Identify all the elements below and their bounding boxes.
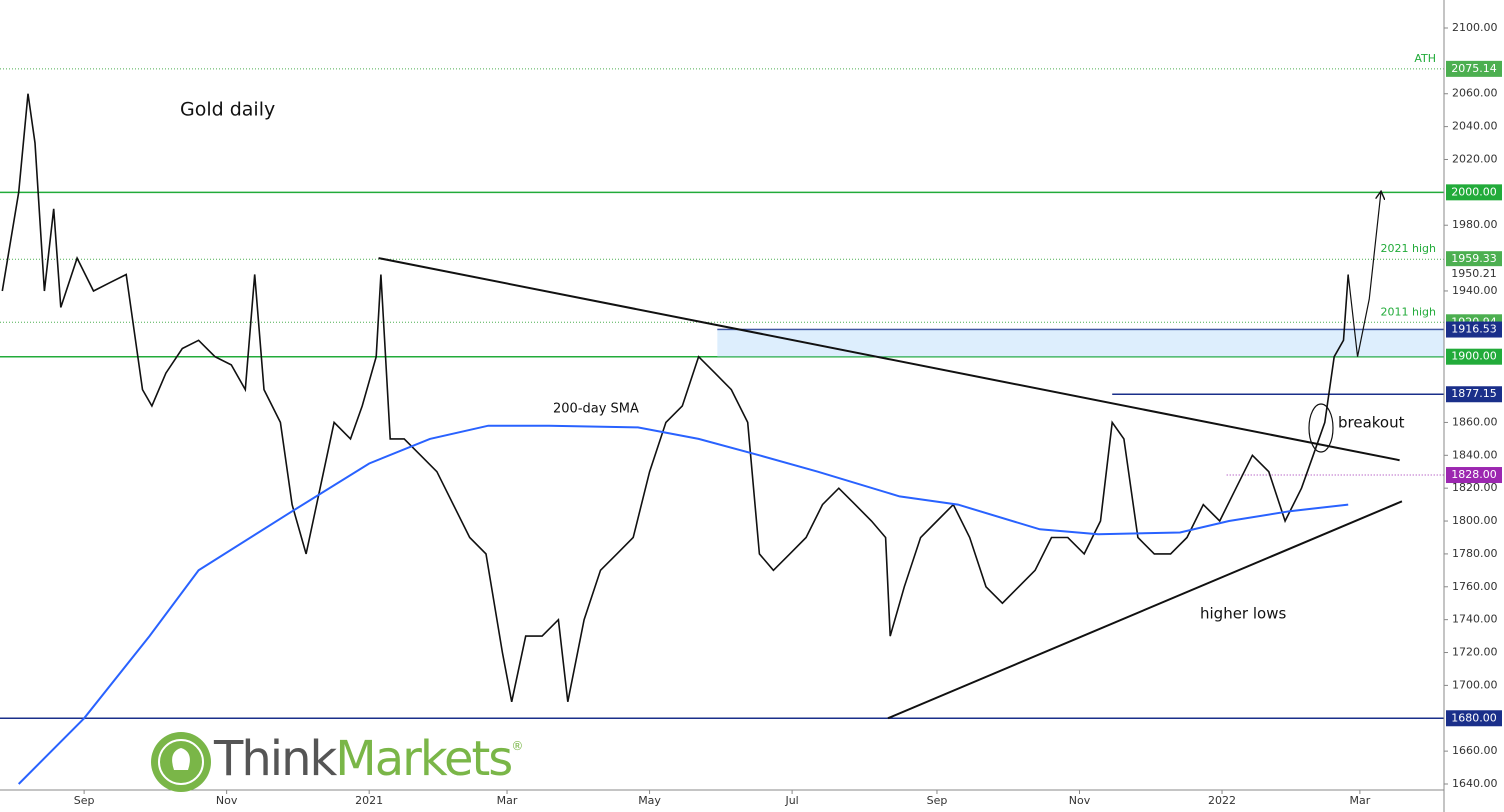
sma-label: 200-day SMA — [553, 402, 639, 417]
breakout-label: breakout — [1338, 414, 1405, 432]
higher-lows-label: higher lows — [1200, 605, 1286, 623]
y-tick-label: 1840.00 — [1452, 448, 1498, 461]
y-tick-label: 1940.00 — [1452, 284, 1498, 297]
level-note: 2011 high — [1381, 305, 1437, 318]
level-tag-label: 1877.15 — [1451, 387, 1497, 400]
x-tick-label: Nov — [1069, 794, 1091, 807]
level-tag — [1446, 60, 1502, 77]
trendline — [887, 500, 1403, 720]
x-tick-label: 2022 — [1208, 794, 1236, 807]
last-price-tag — [1446, 266, 1502, 283]
level-note: 2021 high — [1381, 242, 1437, 255]
x-tick-label: 2021 — [355, 794, 383, 807]
y-tick-label: 1660.00 — [1452, 744, 1498, 757]
logo-reg: ® — [511, 739, 522, 753]
x-tick-label: Jul — [784, 794, 798, 807]
level-note: ATH — [1414, 52, 1436, 65]
y-tick-label: 1780.00 — [1452, 547, 1498, 560]
price-line — [1, 93, 1349, 702]
resistance-band — [717, 329, 1444, 357]
price-axis-panel — [1444, 0, 1504, 812]
y-tick-label: 1700.00 — [1452, 678, 1498, 691]
level-tag-label: 1959.33 — [1451, 252, 1497, 265]
projection-arrow — [1347, 192, 1381, 357]
level-tag — [1446, 710, 1502, 727]
trendline — [378, 257, 1400, 462]
y-tick-label: 2040.00 — [1452, 120, 1498, 133]
x-tick-label: Nov — [216, 794, 238, 807]
breakout-ring — [1308, 403, 1334, 453]
level-tag-label: 1916.53 — [1451, 323, 1497, 336]
logo-markets: Markets — [335, 731, 511, 787]
logo-icon-ring — [158, 739, 204, 785]
level-tag — [1446, 348, 1502, 365]
y-tick-label: 2100.00 — [1452, 21, 1498, 34]
level-tag — [1446, 467, 1502, 484]
sma-line — [17, 424, 1349, 785]
y-tick-label: 1740.00 — [1452, 613, 1498, 626]
logo-text: ThinkMarkets® — [213, 731, 522, 787]
y-tick-label: 1980.00 — [1452, 218, 1498, 231]
level-tag-label: 1900.00 — [1451, 350, 1497, 363]
y-tick-label: 1860.00 — [1452, 415, 1498, 428]
level-tag-label: 1680.00 — [1451, 711, 1497, 724]
logo-bulb — [172, 748, 190, 770]
level-tag-label: 2000.00 — [1451, 185, 1497, 198]
level-tag-label: 1828.00 — [1451, 468, 1497, 481]
y-tick-label: 2020.00 — [1452, 152, 1498, 165]
x-tick-label: Mar — [1350, 794, 1371, 807]
x-tick-label: Sep — [927, 794, 948, 807]
x-tick-label: Sep — [74, 794, 95, 807]
chart-title: Gold daily — [180, 99, 275, 121]
x-tick-label: May — [638, 794, 661, 807]
level-tag-label: 2075.14 — [1451, 62, 1497, 75]
level-tag — [1446, 386, 1502, 403]
x-tick-label: Mar — [497, 794, 518, 807]
y-tick-label: 1760.00 — [1452, 580, 1498, 593]
y-tick-label: 1640.00 — [1452, 777, 1498, 790]
level-tag — [1446, 184, 1502, 201]
y-tick-label: 1820.00 — [1452, 481, 1498, 494]
y-tick-label: 2060.00 — [1452, 87, 1498, 100]
logo: ThinkMarkets® — [151, 731, 524, 792]
last-price-label: 1950.21 — [1451, 267, 1497, 280]
y-tick-label: 1720.00 — [1452, 646, 1498, 659]
y-tick-label: 1800.00 — [1452, 514, 1498, 527]
level-tag — [1446, 321, 1502, 338]
logo-think: Think — [213, 731, 338, 787]
level-tag — [1446, 251, 1502, 268]
